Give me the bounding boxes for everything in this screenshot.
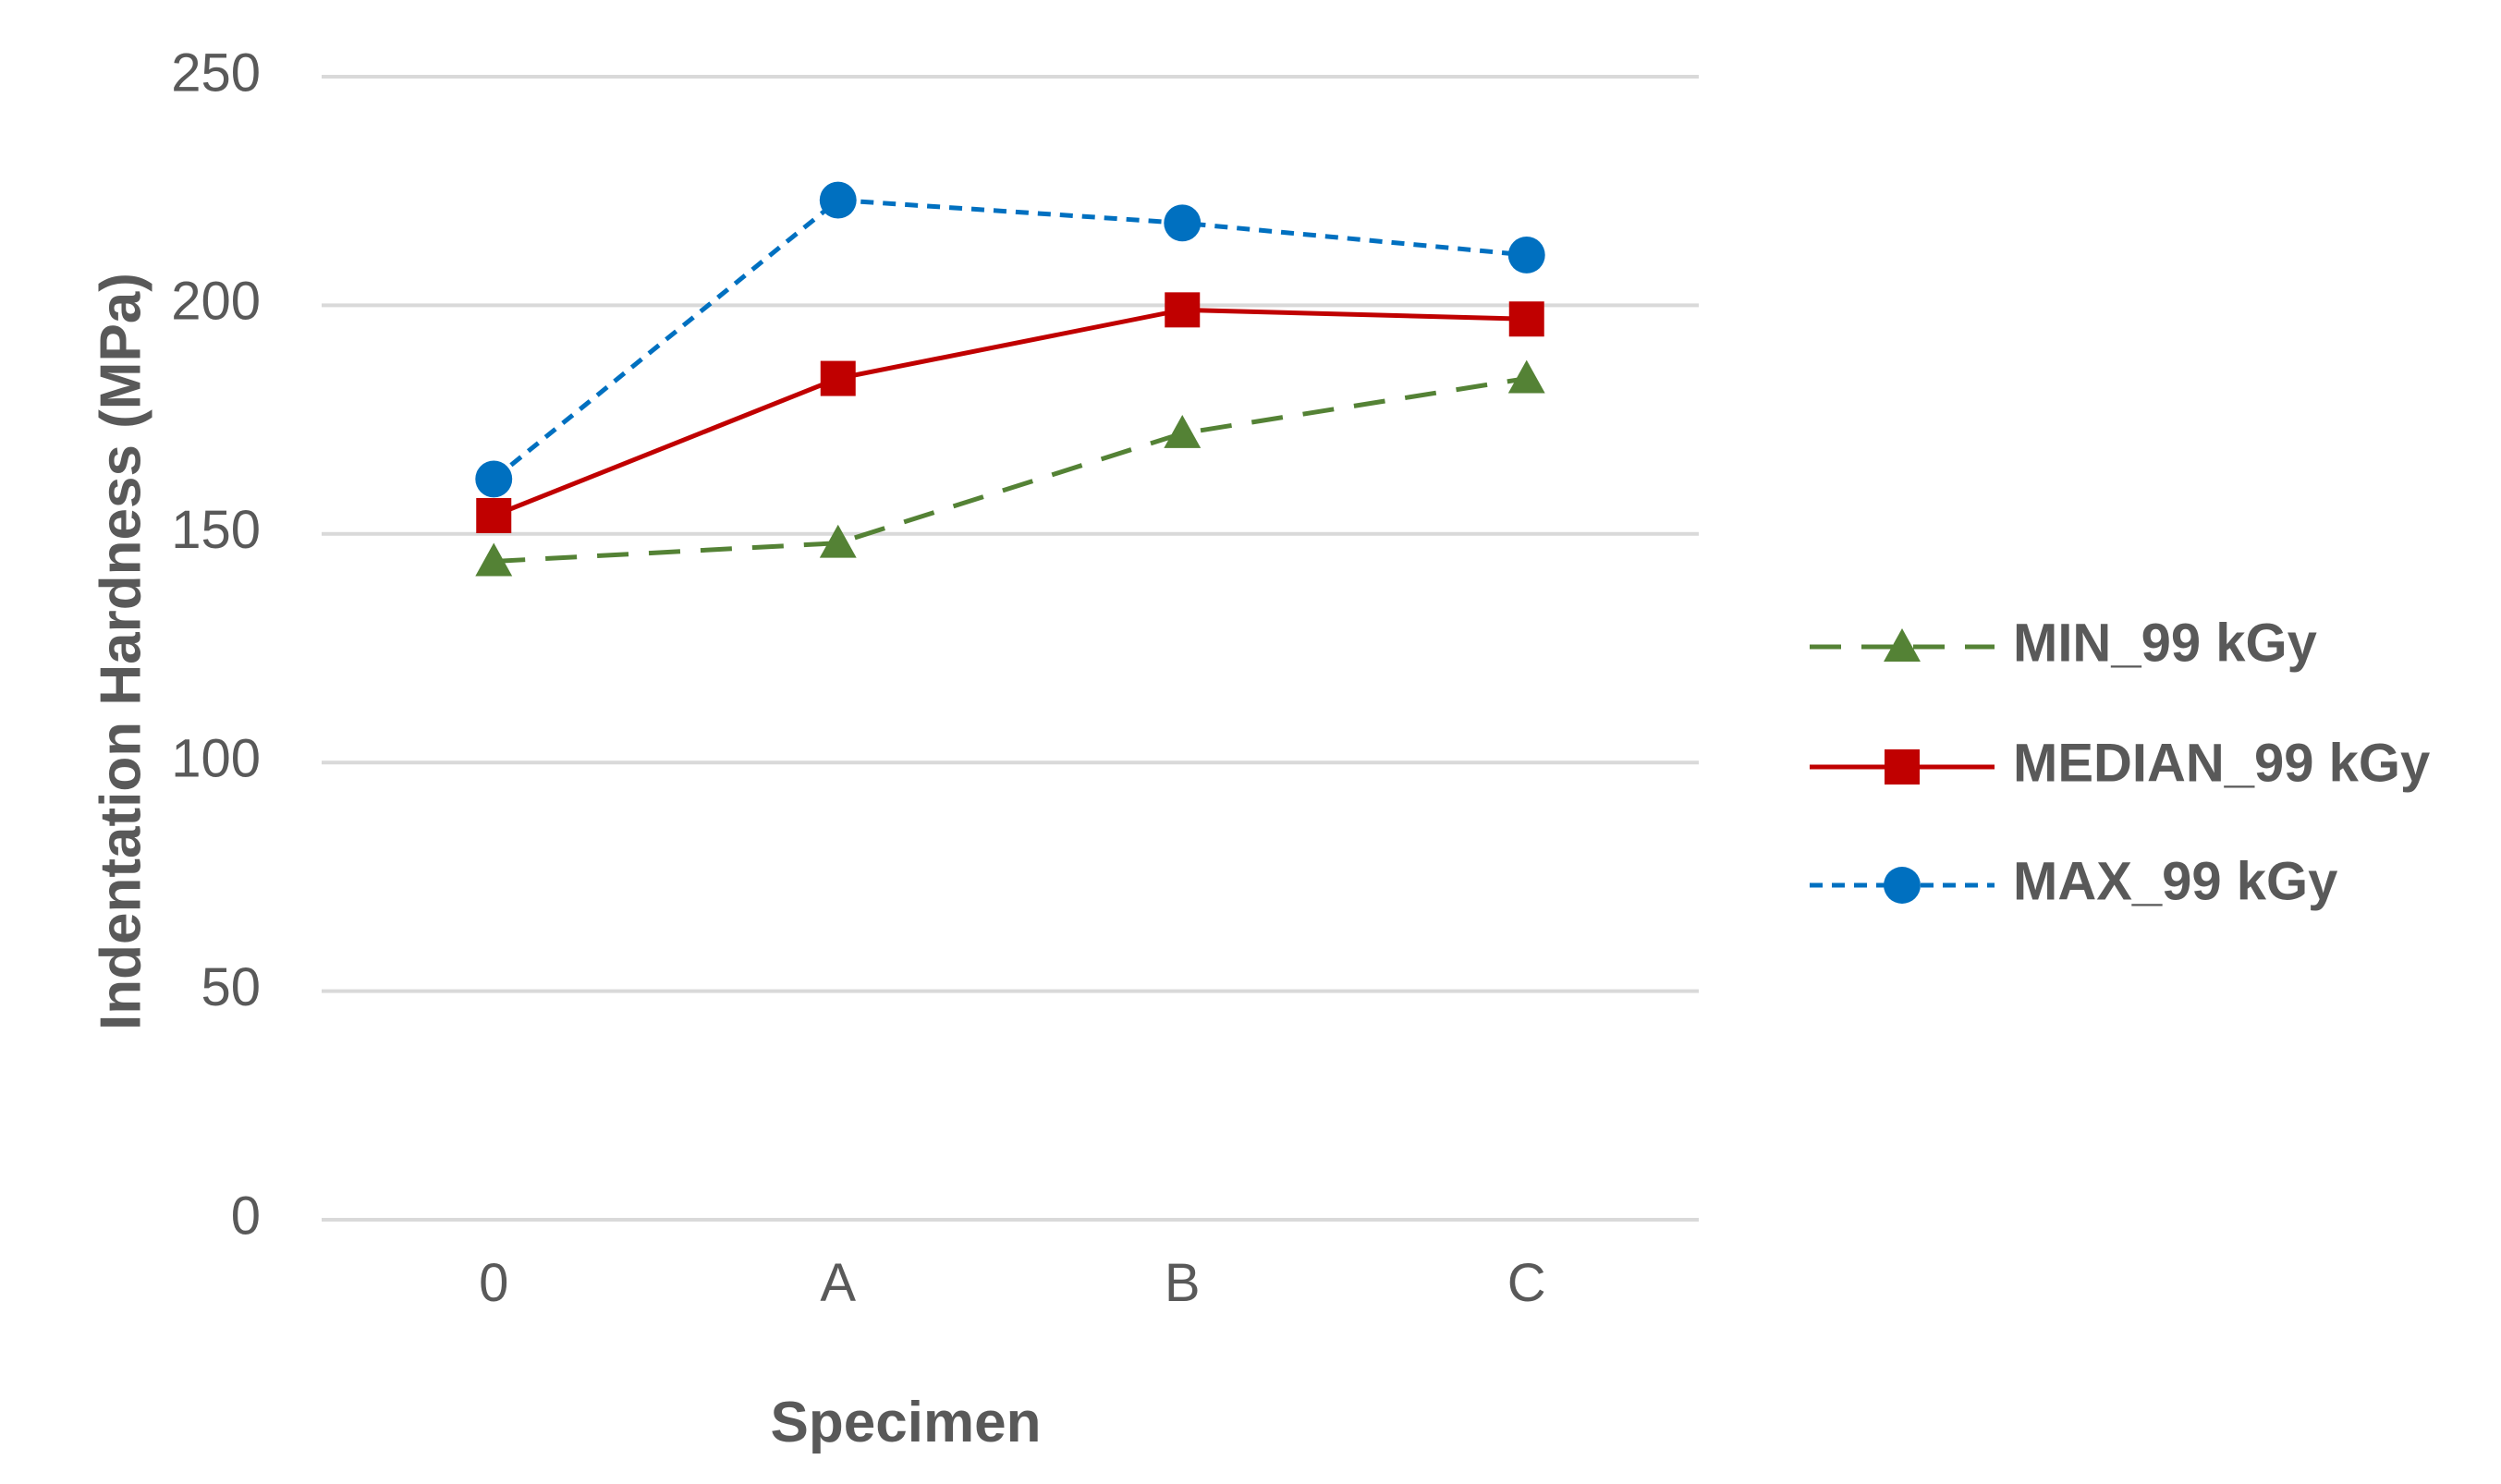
legend-label-min-99-kgy: MIN_99 kGy <box>2013 613 2317 673</box>
y-tick-label: 50 <box>201 957 261 1017</box>
legend-label-median-99-kgy: MEDIAN_99 kGy <box>2013 733 2430 793</box>
x-tick-label: A <box>820 1253 856 1313</box>
data-point-max-99-kgy-A <box>819 181 857 219</box>
x-tick-label: C <box>1507 1253 1546 1313</box>
data-point-min-99-kgy-0 <box>475 542 513 577</box>
legend-marker-max-99-kgy <box>1884 867 1921 904</box>
series-line-min-99-kgy <box>494 376 1528 564</box>
data-point-median-99-kgy-A <box>820 360 856 396</box>
data-point-min-99-kgy-B <box>1164 414 1202 448</box>
series-line-median-99-kgy <box>493 307 1527 518</box>
series-lines <box>492 198 1528 564</box>
data-point-min-99-kgy-A <box>819 524 857 558</box>
y-axis-title: Indentation Hardness (MPa) <box>89 273 152 1030</box>
x-tick-label: B <box>1165 1253 1201 1313</box>
data-point-max-99-kgy-C <box>1507 237 1545 274</box>
data-point-median-99-kgy-B <box>1165 292 1201 328</box>
y-axis-ticks: 0 50 100 150 200 250 <box>171 43 261 1246</box>
series-line-max-99-kgy <box>492 198 1527 481</box>
series-markers <box>475 181 1545 577</box>
data-point-median-99-kgy-C <box>1508 301 1544 337</box>
data-point-max-99-kgy-0 <box>475 460 513 498</box>
data-point-max-99-kgy-B <box>1164 204 1202 242</box>
y-tick-label: 200 <box>171 272 261 332</box>
x-axis-ticks: 0 A B C <box>479 1253 1546 1313</box>
data-point-median-99-kgy-0 <box>476 498 512 534</box>
legend-label-max-99-kgy: MAX_99 kGy <box>2013 851 2337 911</box>
x-axis-title: Specimen <box>771 1391 1042 1454</box>
legend: MIN_99 kGy MEDIAN_99 kGy MAX_99 kGy <box>1810 613 2430 911</box>
data-point-min-99-kgy-C <box>1507 359 1545 394</box>
y-tick-label: 250 <box>171 43 261 103</box>
legend-marker-min-99-kgy <box>1884 628 1921 662</box>
x-tick-label: 0 <box>479 1253 508 1313</box>
y-tick-label: 150 <box>171 500 261 560</box>
y-tick-label: 0 <box>231 1186 261 1246</box>
grid-lines <box>322 75 1699 1222</box>
legend-marker-median-99-kgy <box>1885 749 1920 785</box>
y-tick-label: 100 <box>171 729 261 789</box>
